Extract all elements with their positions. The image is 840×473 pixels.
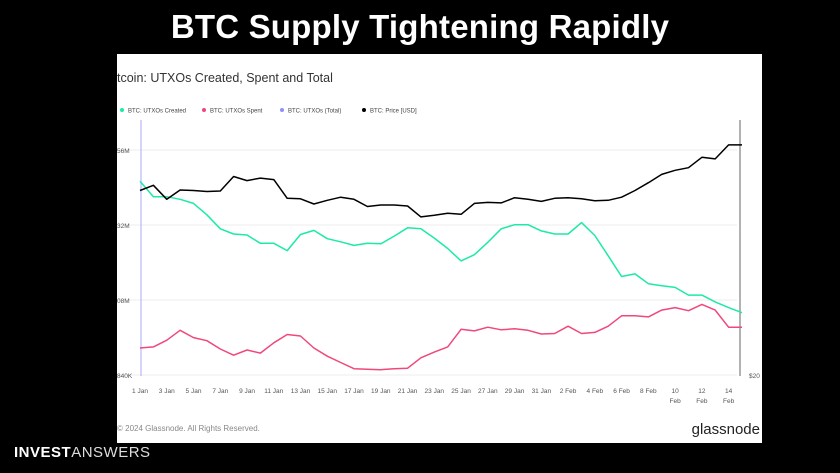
y-tick-label: 32M [117, 223, 130, 230]
series-line-btc-utxos-spent[interactable] [139, 303, 742, 371]
chart-title: tcoin: UTXOs Created, Spent and Total [117, 71, 333, 85]
chart-legend: BTC: UTXOs Created BTC: UTXOs Spent BTC: U… [120, 108, 417, 115]
x-tick-label: 19 Jan [371, 388, 391, 395]
chart-grid [117, 120, 741, 376]
x-tick-label: 4 Feb [587, 388, 604, 395]
legend-marker [120, 108, 124, 112]
x-tick-label: 2 Feb [560, 388, 577, 395]
series-line-btc-utxos-created[interactable] [139, 180, 743, 314]
y-tick-label: 08M [117, 298, 130, 305]
x-tick-label-month: Feb [670, 398, 682, 405]
chart-series [139, 144, 743, 371]
x-tick-label: 15 Jan [318, 388, 338, 395]
y-axis-ticks: 56M 32M 08M 840K $20 [117, 148, 760, 380]
x-tick-label: 3 Jan [159, 388, 175, 395]
x-tick-label: 10 [671, 388, 679, 395]
x-tick-label-month: Feb [723, 398, 735, 405]
legend-label[interactable]: BTC: UTXOs Created [128, 109, 186, 115]
chart-card: tcoin: UTXOs Created, Spent and Total BT… [117, 54, 762, 443]
x-tick-label: 25 Jan [451, 388, 471, 395]
brand-bold-text: INVEST [14, 444, 72, 461]
legend-label[interactable]: BTC: Price [USD] [370, 109, 417, 115]
x-tick-label: 14 [725, 388, 733, 395]
x-tick-label: 7 Jan [212, 388, 228, 395]
legend-marker [202, 108, 206, 112]
x-axis-ticks: 1 Jan 3 Jan 5 Jan 7 Jan 9 Jan 11 Jan 13 Jan 15 … [132, 388, 735, 405]
x-tick-label: 13 Jan [291, 388, 311, 395]
x-tick-label: 9 Jan [239, 388, 255, 395]
series-line-btc-price-usd[interactable] [139, 144, 742, 218]
y-tick-label: 56M [117, 148, 130, 155]
x-tick-label: 8 Feb [640, 388, 657, 395]
legend-marker [362, 108, 366, 112]
chart-svg: tcoin: UTXOs Created, Spent and Total BT… [117, 71, 760, 438]
x-tick-label: 17 Jan [344, 388, 364, 395]
x-tick-label: 1 Jan [132, 388, 148, 395]
y-tick-label: 840K [117, 373, 133, 380]
x-tick-label-month: Feb [696, 398, 708, 405]
x-tick-label: 29 Jan [505, 388, 525, 395]
investanswers-logo: INVESTANSWERS [14, 444, 151, 461]
copyright-text: © 2024 Glassnode. All Rights Reserved. [117, 424, 260, 433]
legend-label[interactable]: BTC: UTXOs (Total) [288, 109, 341, 115]
x-tick-label: 31 Jan [532, 388, 552, 395]
x-tick-label: 6 Feb [613, 388, 630, 395]
slide-title: BTC Supply Tightening Rapidly [170, 8, 670, 45]
x-tick-label: 11 Jan [264, 388, 283, 395]
legend-label[interactable]: BTC: UTXOs Spent [210, 109, 263, 115]
x-tick-label: 5 Jan [186, 388, 202, 395]
x-tick-label: 23 Jan [425, 388, 445, 395]
y-right-tick-label: $20 [749, 373, 760, 380]
x-tick-label: 21 Jan [398, 388, 418, 395]
glassnode-logo: glassnode [692, 421, 760, 438]
x-tick-label: 27 Jan [478, 388, 498, 395]
legend-marker [280, 108, 284, 112]
brand-light-text: ANSWERS [71, 444, 151, 461]
x-tick-label: 12 [698, 388, 706, 395]
